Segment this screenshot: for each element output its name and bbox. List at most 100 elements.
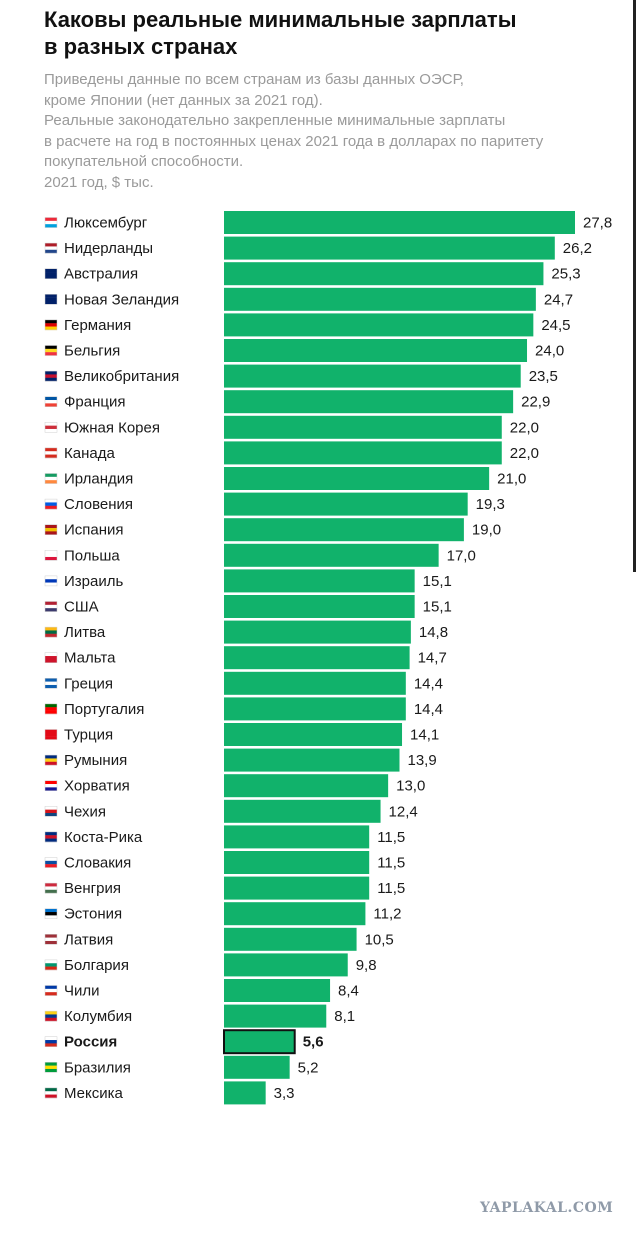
value-label: 14,4 xyxy=(414,675,443,692)
russia-flag-icon xyxy=(44,1036,58,1047)
subtitle-line-1: Приведены данные по всем странам из базы… xyxy=(44,71,464,88)
value-label: 24,5 xyxy=(541,317,570,334)
value-label: 24,7 xyxy=(544,291,573,308)
estonia-flag-icon xyxy=(44,908,58,919)
country-label: Бельгия xyxy=(64,343,120,360)
value-label: 26,2 xyxy=(563,240,592,257)
country-label: Румыния xyxy=(64,752,127,769)
value-label: 17,0 xyxy=(447,547,476,564)
bar xyxy=(224,1055,290,1079)
value-label: 3,3 xyxy=(274,1085,295,1102)
country-label: Израиль xyxy=(64,573,123,590)
bar xyxy=(224,671,406,695)
bar xyxy=(224,927,357,951)
belgium-flag-icon xyxy=(44,345,58,356)
bar xyxy=(224,851,370,874)
value-label: 11,2 xyxy=(373,906,401,923)
subtitle-line-2: кроме Японии (нет данных за 2021 год). xyxy=(44,91,323,109)
value-label: 22,0 xyxy=(510,445,539,462)
country-label: Ирландия xyxy=(64,471,133,488)
value-label: 27,8 xyxy=(583,215,612,232)
value-label: 14,1 xyxy=(410,727,439,744)
country-label: Испания xyxy=(64,522,124,539)
bar xyxy=(224,953,348,977)
turkey-flag-icon xyxy=(44,729,58,740)
country-label: Турция xyxy=(64,727,113,744)
value-label: 22,9 xyxy=(521,394,550,411)
bar xyxy=(224,825,370,849)
subtitle-line-5: покупательной способности. xyxy=(44,153,244,170)
value-label: 22,0 xyxy=(510,419,539,436)
country-label: Эстония xyxy=(64,906,122,923)
chile-flag-icon xyxy=(44,985,58,996)
country-label: Люксембург xyxy=(64,215,148,232)
bar xyxy=(224,390,514,414)
portugal-flag-icon xyxy=(44,703,58,715)
country-label: Греция xyxy=(64,675,113,692)
bar xyxy=(224,723,403,746)
value-label: 10,5 xyxy=(365,931,394,948)
south-korea-flag-icon xyxy=(44,422,58,433)
value-label: 24,0 xyxy=(535,343,564,360)
country-label: Германия xyxy=(64,317,131,334)
value-label: 5,2 xyxy=(298,1059,319,1076)
uk-flag-icon xyxy=(44,370,58,382)
country-label: Чехия xyxy=(64,803,106,820)
netherlands-flag-icon xyxy=(44,242,58,254)
country-label: Австралия xyxy=(64,266,138,283)
spain-flag-icon xyxy=(44,524,58,535)
value-label: 11,5 xyxy=(377,855,405,872)
bar xyxy=(224,748,400,772)
edge-divider xyxy=(633,0,636,572)
france-flag-icon xyxy=(44,396,58,407)
country-label: Франция xyxy=(64,394,125,411)
bar xyxy=(224,211,575,234)
hungary-flag-icon xyxy=(44,882,58,894)
bar xyxy=(224,697,406,721)
poland-flag-icon xyxy=(44,550,58,561)
subtitle-line-4: в расчете на год в постоянных ценах 2021… xyxy=(44,132,544,150)
value-label: 15,1 xyxy=(423,599,452,616)
ireland-flag-icon xyxy=(44,473,58,484)
value-label: 25,3 xyxy=(551,266,580,283)
bulgaria-flag-icon xyxy=(44,959,58,971)
usa-flag-icon xyxy=(44,601,58,612)
brazil-flag-icon xyxy=(44,1062,58,1073)
bar xyxy=(224,415,502,439)
value-label: 8,4 xyxy=(338,983,359,1000)
value-label: 19,3 xyxy=(476,496,505,513)
colombia-flag-icon xyxy=(44,1010,58,1022)
value-label: 14,7 xyxy=(418,650,447,667)
country-label: Мексика xyxy=(64,1085,124,1102)
value-label: 8,1 xyxy=(334,1008,355,1025)
mexico-flag-icon xyxy=(44,1087,58,1099)
canada-flag-icon xyxy=(44,447,58,459)
bar xyxy=(224,262,544,286)
country-label: Великобритания xyxy=(64,368,179,385)
germany-flag-icon xyxy=(44,319,58,331)
country-label: США xyxy=(64,599,99,616)
costa-rica-flag-icon xyxy=(44,831,58,843)
bar xyxy=(223,1029,296,1055)
country-label: Венгрия xyxy=(64,880,121,897)
value-label: 11,5 xyxy=(377,880,405,897)
country-label: Коста-Рика xyxy=(64,829,143,846)
value-label: 23,5 xyxy=(529,368,558,385)
chart-title: Каковы реальные минимальные зарплаты в р… xyxy=(44,6,604,60)
chart-subtitle: Приведены данные по всем странам из базы… xyxy=(44,70,604,193)
malta-flag-icon xyxy=(44,652,58,663)
luxembourg-flag-icon xyxy=(44,217,58,228)
country-label: Болгария xyxy=(64,957,129,974)
bar xyxy=(224,595,415,618)
romania-flag-icon xyxy=(44,754,58,766)
country-label: Польша xyxy=(64,547,120,564)
value-label: 14,4 xyxy=(414,701,443,718)
country-label: Бразилия xyxy=(64,1059,131,1076)
bar xyxy=(224,876,370,900)
bar xyxy=(224,569,415,593)
country-label: Хорватия xyxy=(64,778,130,795)
country-label: Колумбия xyxy=(64,1008,132,1025)
bar xyxy=(224,979,331,1002)
new-zealand-flag-icon xyxy=(44,294,58,305)
